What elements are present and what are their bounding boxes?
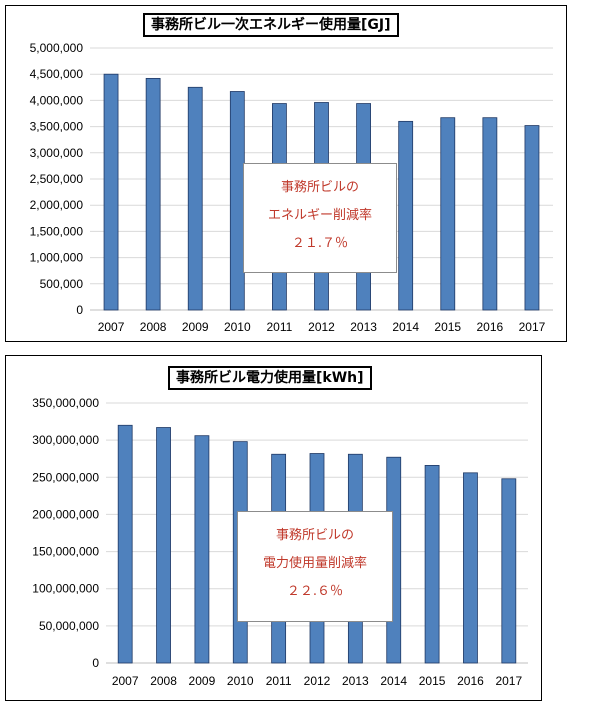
electricity-xtick-label: 2015 <box>419 674 446 688</box>
electricity-bar-2009 <box>194 435 210 664</box>
energy-bar-2016 <box>482 117 498 311</box>
electricity-chart-title: 事務所ビル電力使用量[kWh] <box>168 366 372 390</box>
electricity-ytick-label: 150,000,000 <box>32 545 99 559</box>
electricity-bar-2007 <box>117 424 133 664</box>
energy-bar-2017 <box>524 125 540 311</box>
electricity-xtick-label: 2011 <box>266 674 292 688</box>
energy-xtick-label: 2010 <box>224 320 251 334</box>
electricity-xtick-label: 2016 <box>457 674 484 688</box>
energy-xtick-label: 2014 <box>392 320 419 334</box>
energy-xtick-label: 2007 <box>98 320 125 334</box>
electricity-chart-panel: 0 50,000,000 100,000,000 150,000,000 200,000… <box>5 355 542 701</box>
energy-ytick-label: 0 <box>76 303 83 317</box>
electricity-bar-2008 <box>156 427 171 664</box>
energy-bar-2008 <box>145 77 161 311</box>
energy-xtick-label: 2012 <box>308 320 335 334</box>
energy-ytick-label: 1,000,000 <box>30 251 84 265</box>
energy-xtick-label: 2015 <box>434 320 461 334</box>
energy-xtick-label: 2013 <box>350 320 377 334</box>
energy-ytick-label: 3,500,000 <box>30 120 84 134</box>
electricity-ytick-label: 200,000,000 <box>32 507 99 521</box>
energy-xtick-label: 2009 <box>182 320 209 334</box>
energy-chart-title: 事務所ビル一次エネルギー使用量[GJ] <box>143 13 399 37</box>
energy-ytick-label: 4,500,000 <box>30 67 84 81</box>
energy-ytick-label: 2,500,000 <box>30 172 84 186</box>
energy-ytick-label: 5,000,000 <box>30 41 84 55</box>
electricity-xtick-label: 2007 <box>112 674 139 688</box>
electricity-xtick-label: 2010 <box>227 674 254 688</box>
electricity-ytick-label: 350,000,000 <box>32 396 99 410</box>
electricity-annotation-line3: ２２.６％ <box>286 584 344 599</box>
energy-xtick-label: 2016 <box>477 320 504 334</box>
electricity-bar-2017 <box>501 478 517 664</box>
electricity-xtick-label: 2012 <box>304 674 331 688</box>
electricity-ytick-label: 50,000,000 <box>39 619 99 633</box>
energy-chart-panel: 0 500,000 1,000,000 1,500,000 2,000,000 2,500… <box>5 5 567 342</box>
energy-ytick-label: 1,500,000 <box>30 224 84 238</box>
energy-bar-2015 <box>440 117 456 311</box>
electricity-ytick-label: 100,000,000 <box>32 582 99 596</box>
energy-xtick-label: 2017 <box>519 320 546 334</box>
electricity-annotation-line2: 電力使用量削減率 <box>262 556 367 571</box>
electricity-bar-2015 <box>424 465 440 664</box>
energy-annotation-line3: ２１.７％ <box>291 236 349 251</box>
electricity-bar-2016 <box>463 472 478 664</box>
energy-bar-2009 <box>187 86 203 311</box>
electricity-reduction-annotation: 事務所ビルの 電力使用量削減率 ２２.６％ <box>237 511 393 622</box>
energy-bar-2014 <box>398 120 414 311</box>
energy-xtick-label: 2008 <box>140 320 167 334</box>
electricity-ytick-label: 250,000,000 <box>32 470 99 484</box>
electricity-xtick-label: 2013 <box>342 674 369 688</box>
electricity-xtick-label: 2008 <box>150 674 177 688</box>
energy-annotation-line1: 事務所ビルの <box>280 180 359 195</box>
electricity-ytick-label: 0 <box>92 656 99 670</box>
electricity-xtick-label: 2009 <box>189 674 216 688</box>
electricity-xtick-label: 2017 <box>495 674 522 688</box>
energy-reduction-annotation: 事務所ビルの エネルギー削減率 ２１.７％ <box>243 163 397 273</box>
energy-xtick-label: 2011 <box>267 320 293 334</box>
energy-ytick-label: 500,000 <box>40 277 84 291</box>
energy-annotation-line2: エネルギー削減率 <box>267 208 372 223</box>
electricity-annotation-line1: 事務所ビルの <box>275 528 354 543</box>
energy-ytick-label: 2,000,000 <box>30 198 84 212</box>
electricity-xtick-label: 2014 <box>380 674 407 688</box>
energy-bar-2007 <box>103 73 119 311</box>
electricity-ytick-label: 300,000,000 <box>32 433 99 447</box>
energy-ytick-label: 4,000,000 <box>30 93 84 107</box>
energy-ytick-label: 3,000,000 <box>30 146 84 160</box>
